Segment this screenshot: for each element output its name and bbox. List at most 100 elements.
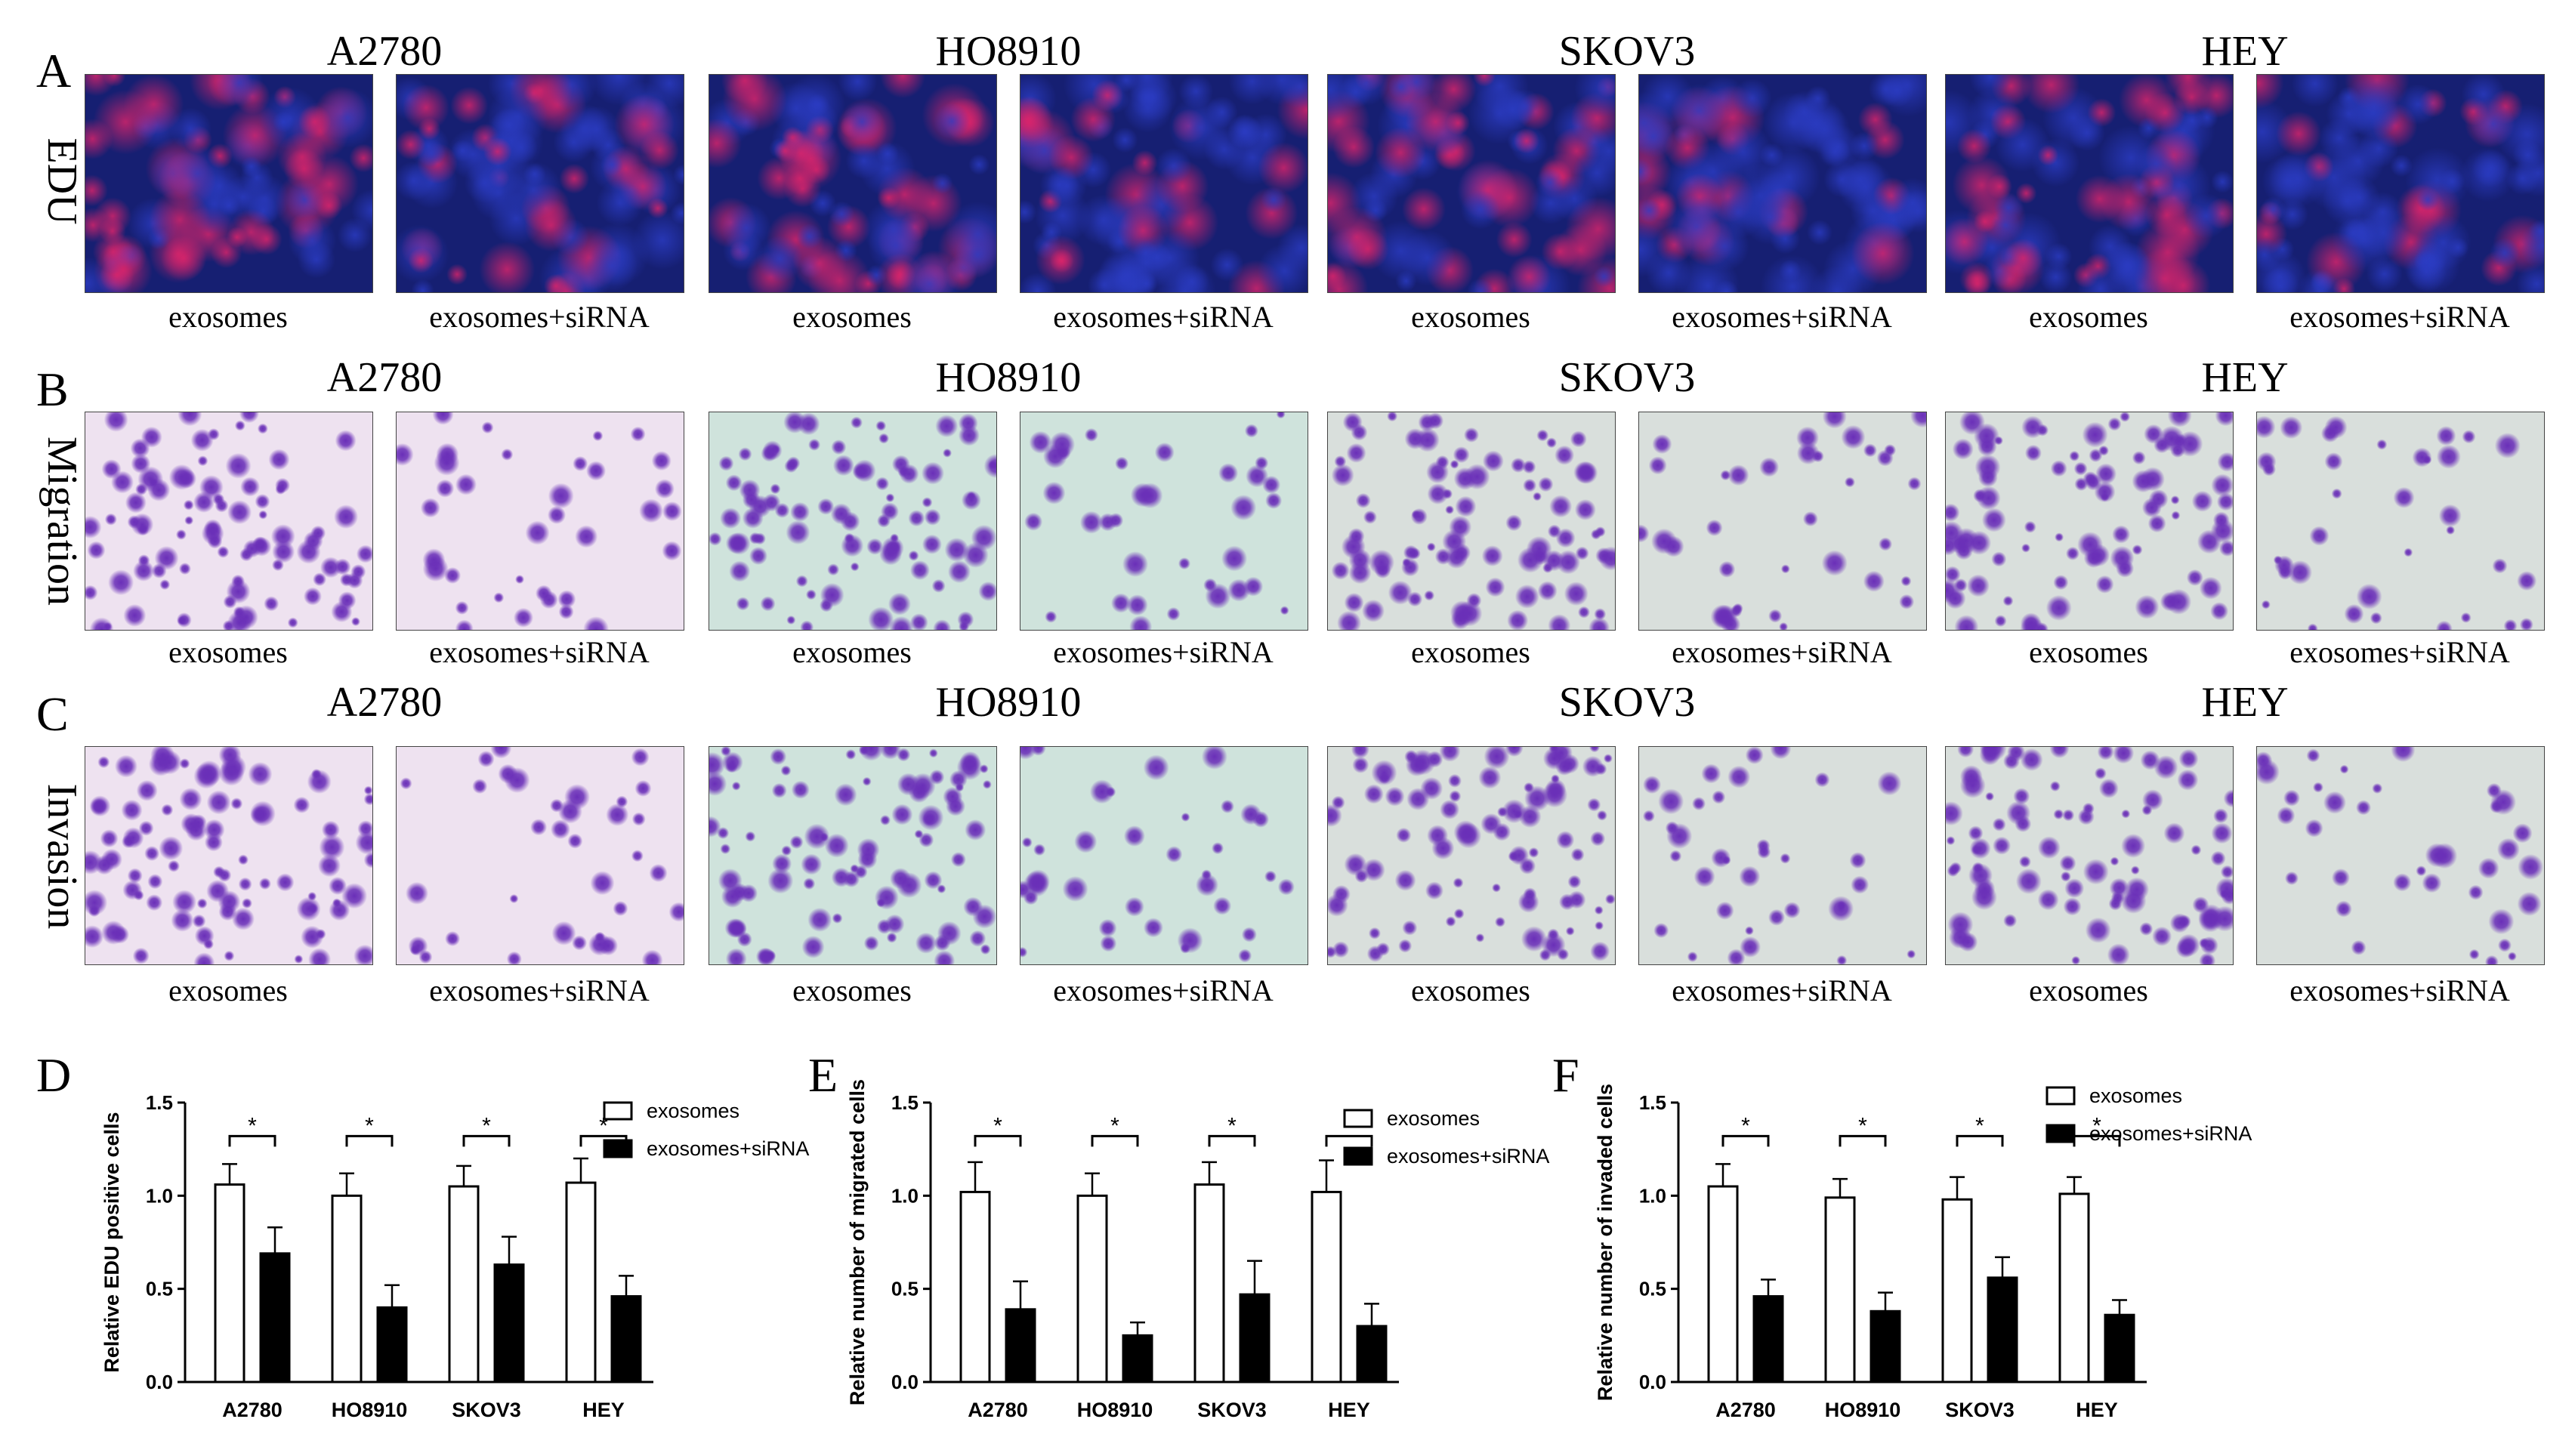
significance-star: * <box>1858 1113 1867 1138</box>
condition-caption: exosomes <box>792 973 912 1007</box>
legend-label: exosomes+siRNA <box>647 1137 809 1160</box>
significance-star: * <box>248 1113 257 1138</box>
panel-letter-D: D <box>36 1048 72 1102</box>
bar-exosomes <box>448 1185 480 1384</box>
panel-letter-F: F <box>1552 1048 1579 1102</box>
bar-exosomes <box>1193 1183 1225 1384</box>
condition-caption: exosomes+siRNA <box>1672 973 1892 1007</box>
bar-exosomes-sirna <box>1869 1309 1901 1384</box>
significance-bracket <box>1325 1134 1373 1147</box>
migration-micrograph <box>1020 412 1308 631</box>
row-label-B: Migration <box>39 436 85 606</box>
x-tick-label: HEY <box>1328 1399 1370 1421</box>
bar-exosomes-sirna <box>493 1263 525 1384</box>
migration-micrograph <box>1327 412 1616 631</box>
y-tick-label: 1.0 <box>1639 1184 1666 1207</box>
significance-bracket <box>1721 1134 1770 1147</box>
legend-label: exosomes+siRNA <box>2089 1122 2252 1145</box>
y-tick-label: 1.0 <box>891 1184 919 1207</box>
cell-line-title: SKOV3 <box>1558 28 1696 75</box>
significance-star: * <box>365 1113 374 1138</box>
panel-letter-C: C <box>36 687 69 741</box>
legend-swatch <box>1343 1146 1373 1166</box>
bar-exosomes-sirna <box>1122 1334 1153 1384</box>
significance-star: * <box>1110 1113 1119 1138</box>
bar-exosomes <box>959 1190 991 1384</box>
panel-letter-A: A <box>36 44 72 97</box>
edu-micrograph <box>85 74 373 293</box>
bar-exosomes-sirna <box>610 1295 642 1384</box>
edu-micrograph <box>1945 74 2234 293</box>
bar-exosomes <box>1824 1196 1856 1384</box>
bar-exosomes <box>214 1183 245 1384</box>
edu-micrograph <box>709 74 997 293</box>
cell-line-title: A2780 <box>326 28 443 75</box>
x-tick-label: A2780 <box>222 1399 283 1421</box>
cell-line-title: HEY <box>2201 354 2289 401</box>
cell-line-title: A2780 <box>326 354 443 401</box>
bar-exosomes-sirna <box>2104 1313 2135 1384</box>
legend-swatch <box>603 1101 633 1121</box>
invasion-micrograph <box>396 746 684 965</box>
legend-label: exosomes+siRNA <box>1387 1145 1549 1168</box>
condition-caption: exosomes+siRNA <box>1672 300 1892 334</box>
condition-caption: exosomes <box>1411 300 1530 334</box>
invasion-micrograph <box>2256 746 2545 965</box>
row-label-A: EDU <box>39 137 85 225</box>
condition-caption: exosomes <box>792 635 912 669</box>
x-tick-label: HO8910 <box>1077 1399 1153 1421</box>
legend-swatch <box>2045 1086 2076 1106</box>
significance-bracket <box>974 1134 1022 1147</box>
cell-line-title: HEY <box>2201 28 2289 75</box>
legend-swatch <box>1343 1109 1373 1128</box>
edu-micrograph <box>2256 74 2545 293</box>
y-tick-label: 0.5 <box>891 1278 919 1300</box>
condition-caption: exosomes <box>168 973 288 1007</box>
condition-caption: exosomes+siRNA <box>2289 635 2510 669</box>
condition-caption: exosomes+siRNA <box>1053 635 1274 669</box>
x-tick-label: SKOV3 <box>1945 1399 2015 1421</box>
condition-caption: exosomes <box>2029 300 2148 334</box>
y-axis-label: Relative number of migrated cells <box>846 1079 869 1405</box>
cell-line-title: HO8910 <box>935 354 1082 401</box>
condition-caption: exosomes+siRNA <box>1053 300 1274 334</box>
condition-caption: exosomes <box>2029 973 2148 1007</box>
y-tick-label: 0.0 <box>1639 1371 1666 1393</box>
condition-caption: exosomes+siRNA <box>429 635 650 669</box>
y-tick-label: 1.5 <box>891 1091 919 1114</box>
significance-star: * <box>1975 1113 1984 1138</box>
condition-caption: exosomes+siRNA <box>2289 300 2510 334</box>
bar-exosomes <box>565 1181 597 1384</box>
y-tick-label: 0.0 <box>891 1371 919 1393</box>
x-tick-label: HEY <box>582 1399 625 1421</box>
x-tick-label: A2780 <box>968 1399 1028 1421</box>
bar-chart-F: 0.0 0.5 1.0 1.5 Relative number of invaded c… <box>1594 1084 2252 1421</box>
significance-bracket <box>1208 1134 1256 1147</box>
cell-line-title: HEY <box>2201 679 2289 726</box>
cell-line-title: HO8910 <box>935 679 1082 726</box>
condition-caption: exosomes <box>168 635 288 669</box>
y-tick-label: 1.5 <box>146 1091 173 1114</box>
bar-exosomes-sirna <box>376 1306 408 1384</box>
bar-exosomes <box>1311 1190 1342 1384</box>
y-axis-label: Relative number of invaded cells <box>1594 1084 1616 1401</box>
bar-exosomes <box>1076 1194 1108 1384</box>
legend-swatch <box>603 1139 633 1158</box>
y-axis-label: Relative EDU positive cells <box>100 1112 123 1372</box>
edu-micrograph <box>396 74 684 293</box>
y-tick-label: 0.5 <box>1639 1278 1666 1300</box>
significance-bracket <box>462 1134 511 1147</box>
invasion-micrograph <box>1638 746 1927 965</box>
significance-bracket <box>1091 1134 1139 1147</box>
invasion-micrograph <box>1020 746 1308 965</box>
edu-micrograph <box>1020 74 1308 293</box>
condition-caption: exosomes <box>168 300 288 334</box>
condition-caption: exosomes <box>1411 973 1530 1007</box>
cell-line-title: HO8910 <box>935 28 1082 75</box>
y-tick-label: 1.0 <box>146 1184 173 1207</box>
legend-label: exosomes <box>647 1100 739 1122</box>
significance-bracket <box>345 1134 394 1147</box>
invasion-micrograph <box>709 746 997 965</box>
cell-line-title: SKOV3 <box>1558 679 1696 726</box>
